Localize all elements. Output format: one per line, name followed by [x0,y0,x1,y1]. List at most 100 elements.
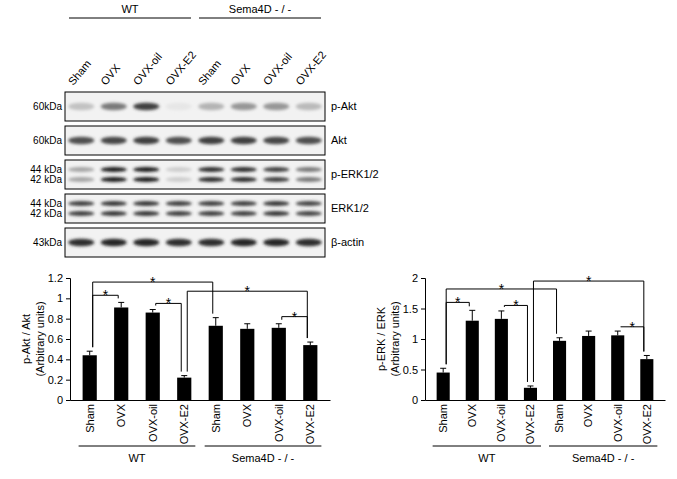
y-tick: 1.2 [48,272,70,284]
y-tick-label: 1 [57,292,63,304]
y-axis-line [421,279,426,401]
x-tick-label: OVX-E2 [524,404,536,444]
blot-panel [65,228,325,257]
error-bar-cap [276,323,282,324]
x-axis: Sham OVX OVX-oil OVX-E2 Sham OVX OVX-oil OVX-E2 [426,400,666,444]
y-tick: 0.6 [48,333,70,345]
band [296,177,322,182]
y-tick-mark [66,319,70,320]
error-bar [87,351,93,355]
bar [114,307,128,400]
y-tick: 0 [412,394,425,406]
y-tick-mark [421,278,425,279]
lane-label: OVX [228,61,253,87]
band [263,167,289,172]
error-bar-stem [121,302,122,307]
y-tick: 1.5 [403,303,425,315]
band [68,103,94,111]
error-bar [307,342,313,345]
x-tick: OVX [582,400,594,427]
y-axis-title: (Arbitrary units) [389,301,401,376]
error-bar-cap [557,337,563,338]
bar [83,355,97,400]
x-tick-label: Sham [210,404,222,433]
lane-label: Sham [196,58,224,88]
x-tick-label: OVX-oil [147,404,159,442]
x-tick: OVX-E2 [178,400,190,444]
band [198,211,224,216]
band [231,167,257,172]
band [166,201,192,206]
x-tick: Sham [210,400,222,433]
band [166,211,192,216]
x-tick-label: OVX-E2 [178,404,190,444]
y-tick-label: 0.6 [48,333,63,345]
band [231,239,257,247]
x-tick: OVX [466,400,478,427]
group-label: WT [478,452,495,464]
x-tick: OVX-oil [612,400,624,442]
y-tick-mark [66,298,70,299]
lane-label: OVX-E2 [163,49,198,88]
x-tick: Sham [84,400,96,433]
y-tick-mark [66,380,70,381]
y-tick: 1 [412,333,425,345]
band [263,103,289,111]
band [68,137,94,145]
x-tick: OVX-oil [273,400,285,442]
significance-label: * [245,283,251,299]
x-axis-line [71,400,331,401]
band [231,211,257,216]
error-bar [527,386,533,388]
group-label: Sema4D - / - [232,452,295,464]
error-bar-cap [498,310,504,311]
x-tick: OVX-oil [147,400,159,442]
significance-label: * [166,295,172,311]
band [133,103,159,111]
y-tick-label: 0 [412,394,418,406]
x-tick-label: Sham [84,404,96,433]
y-tick-mark [421,339,425,340]
x-tick: OVX-oil [495,400,507,442]
y-axis: 00.20.40.60.811.2 [48,272,71,406]
significance-label: * [103,287,109,303]
band [231,177,257,182]
blot-panel [65,92,325,121]
band [296,103,322,111]
error-bar [557,338,563,341]
error-bar [644,355,650,359]
x-tick: Sham [437,400,449,433]
y-tick-label: 0.4 [48,353,63,365]
band [198,103,224,111]
x-tick-label: OVX-oil [273,404,285,442]
x-tick-label: OVX-E2 [641,404,653,444]
significance-label: * [630,319,636,335]
band [296,137,322,145]
x-axis-line [426,400,666,401]
blot-row-label: β-actin [331,236,364,248]
error-bar [181,376,187,378]
x-tick-label: OVX [466,403,478,427]
y-tick: 2 [412,272,425,284]
error-bar-cap [440,368,446,369]
band [68,177,94,182]
y-tick-label: 0.2 [48,374,63,386]
group-line [205,446,322,447]
error-bar [150,310,156,313]
significance-bracket [446,289,556,364]
band [166,137,192,145]
band [231,137,257,145]
chart: 00.20.40.60.811.2p-Akt / Akt(Arbitrary u… [20,272,331,464]
x-tick-label: Sham [553,404,565,433]
significance-label: * [292,309,298,325]
error-bar-cap [307,342,313,343]
y-tick-mark [66,339,70,340]
figure: WTSema4D - / -ShamOVXOVX-oilOVX-E2ShamOV… [0,0,677,479]
y-axis-title: (Arbitrary units) [34,301,46,376]
band [231,201,257,206]
error-bar-cap [244,323,250,324]
error-bar [440,368,446,372]
band [68,211,94,216]
band [263,201,289,206]
band [166,177,192,182]
